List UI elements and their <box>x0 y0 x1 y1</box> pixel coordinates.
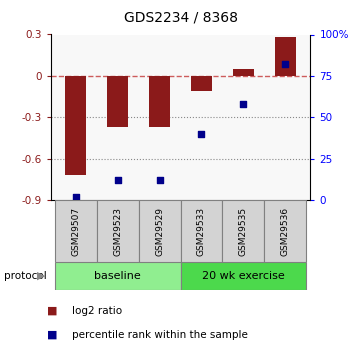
Text: GSM29533: GSM29533 <box>197 207 206 256</box>
Text: baseline: baseline <box>94 271 141 281</box>
Bar <box>107 76 128 127</box>
Bar <box>55 200 97 262</box>
Text: GSM29507: GSM29507 <box>71 207 80 256</box>
Point <box>199 131 204 137</box>
Bar <box>191 76 212 91</box>
Point <box>157 177 162 183</box>
Text: GSM29529: GSM29529 <box>155 207 164 256</box>
Text: percentile rank within the sample: percentile rank within the sample <box>72 330 248 339</box>
Text: ■: ■ <box>47 330 57 339</box>
Text: GDS2234 / 8368: GDS2234 / 8368 <box>123 10 238 24</box>
Text: GSM29535: GSM29535 <box>239 207 248 256</box>
Bar <box>180 262 306 290</box>
Bar <box>275 37 296 76</box>
Text: protocol: protocol <box>4 271 46 281</box>
Bar <box>149 76 170 127</box>
Text: 20 wk exercise: 20 wk exercise <box>202 271 285 281</box>
Text: GSM29536: GSM29536 <box>281 207 290 256</box>
Bar <box>222 200 264 262</box>
Point <box>282 61 288 67</box>
Bar <box>180 200 222 262</box>
Text: GSM29523: GSM29523 <box>113 207 122 256</box>
Bar <box>65 76 86 175</box>
Text: ▶: ▶ <box>37 271 46 281</box>
Bar <box>233 69 254 76</box>
Bar <box>55 262 180 290</box>
Bar <box>97 200 139 262</box>
Point <box>115 177 121 183</box>
Bar <box>139 200 180 262</box>
Point <box>240 101 246 107</box>
Text: log2 ratio: log2 ratio <box>72 306 122 315</box>
Point <box>73 194 79 199</box>
Bar <box>264 200 306 262</box>
Text: ■: ■ <box>47 306 57 315</box>
